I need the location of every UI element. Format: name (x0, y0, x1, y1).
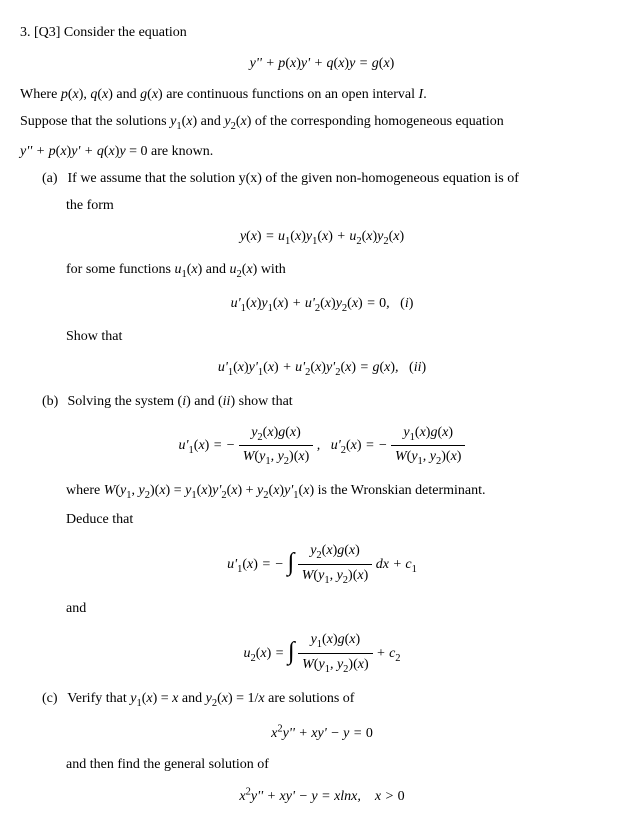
int2-numerator: y1(x)g(x) (298, 629, 373, 654)
u1-numerator: y2(x)g(x) (239, 422, 314, 447)
part-b-text-3: Deduce that (66, 512, 133, 527)
intro-line-2: Suppose that the solutions y1(x) and y2(… (20, 111, 624, 135)
part-a-label: (a) (42, 168, 64, 189)
int1-numerator: y2(x)g(x) (298, 540, 373, 565)
part-a-text-1: If we assume that the solution y(x) of t… (68, 171, 519, 186)
part-c-line-1: (c) Verify that y1(x) = x and y2(x) = 1/… (42, 688, 624, 712)
header-text: 3. [Q3] Consider the equation (20, 25, 187, 40)
u1-denominator: W(y1, y2)(x) (239, 446, 314, 470)
part-c-label: (c) (42, 688, 64, 709)
part-b-integral-1: u'1(x) = − ∫ y2(x)g(x) W(y1, y2)(x) dx +… (20, 540, 624, 588)
part-a-eqn-1: y(x) = u1(x)y1(x) + u2(x)y2(x) (20, 226, 624, 250)
main-equation: y'' + p(x)y' + q(x)y = g(x) (20, 53, 624, 74)
part-c-eqn-1: x2y'' + xy' − y = 0 (20, 721, 624, 744)
part-a-line-1: (a) If we assume that the solution y(x) … (42, 168, 624, 189)
and-text: and (66, 601, 86, 616)
part-c-line-2: and then find the general solution of (66, 754, 624, 775)
u2-numerator: y1(x)g(x) (391, 422, 466, 447)
part-b-line-2: where W(y1, y2)(x) = y1(x)y'2(x) + y2(x)… (66, 480, 624, 504)
part-c-text-2: and then find the general solution of (66, 757, 269, 772)
part-a-line-4: Show that (66, 326, 624, 347)
part-b-and: and (66, 598, 624, 619)
intro-line-1: Where p(x), q(x) and g(x) are continuous… (20, 84, 624, 105)
intro-line-3: y'' + p(x)y' + q(x)y = 0 are known. (20, 141, 624, 162)
part-a-text-2: the form (66, 198, 114, 213)
part-b-integral-2: u2(x) = ∫ y1(x)g(x) W(y1, y2)(x) + c2 (20, 629, 624, 677)
part-b-line-1: (b) Solving the system (i) and (ii) show… (42, 391, 624, 412)
part-a-text-4: Show that (66, 329, 122, 344)
question-header: 3. [Q3] Consider the equation (20, 22, 624, 43)
part-a-line-2: the form (66, 195, 624, 216)
part-a-eqn-3: u'1(x)y'1(x) + u'2(x)y'2(x) = g(x), (ii) (20, 357, 624, 381)
part-b-label: (b) (42, 391, 64, 412)
int1-denominator: W(y1, y2)(x) (298, 565, 373, 589)
part-c-eqn-2: x2y'' + xy' − y = xlnx, x > 0 (20, 785, 624, 808)
int2-denominator: W(y1, y2)(x) (298, 654, 373, 678)
part-b-line-3: Deduce that (66, 509, 624, 530)
part-a-eqn-2: u'1(x)y1(x) + u'2(x)y2(x) = 0, (i) (20, 293, 624, 317)
part-b-eqn-1: u'1(x) = − y2(x)g(x) W(y1, y2)(x) , u'2(… (20, 422, 624, 470)
part-a-line-3: for some functions u1(x) and u2(x) with (66, 259, 624, 283)
u2-denominator: W(y1, y2)(x) (391, 446, 466, 470)
